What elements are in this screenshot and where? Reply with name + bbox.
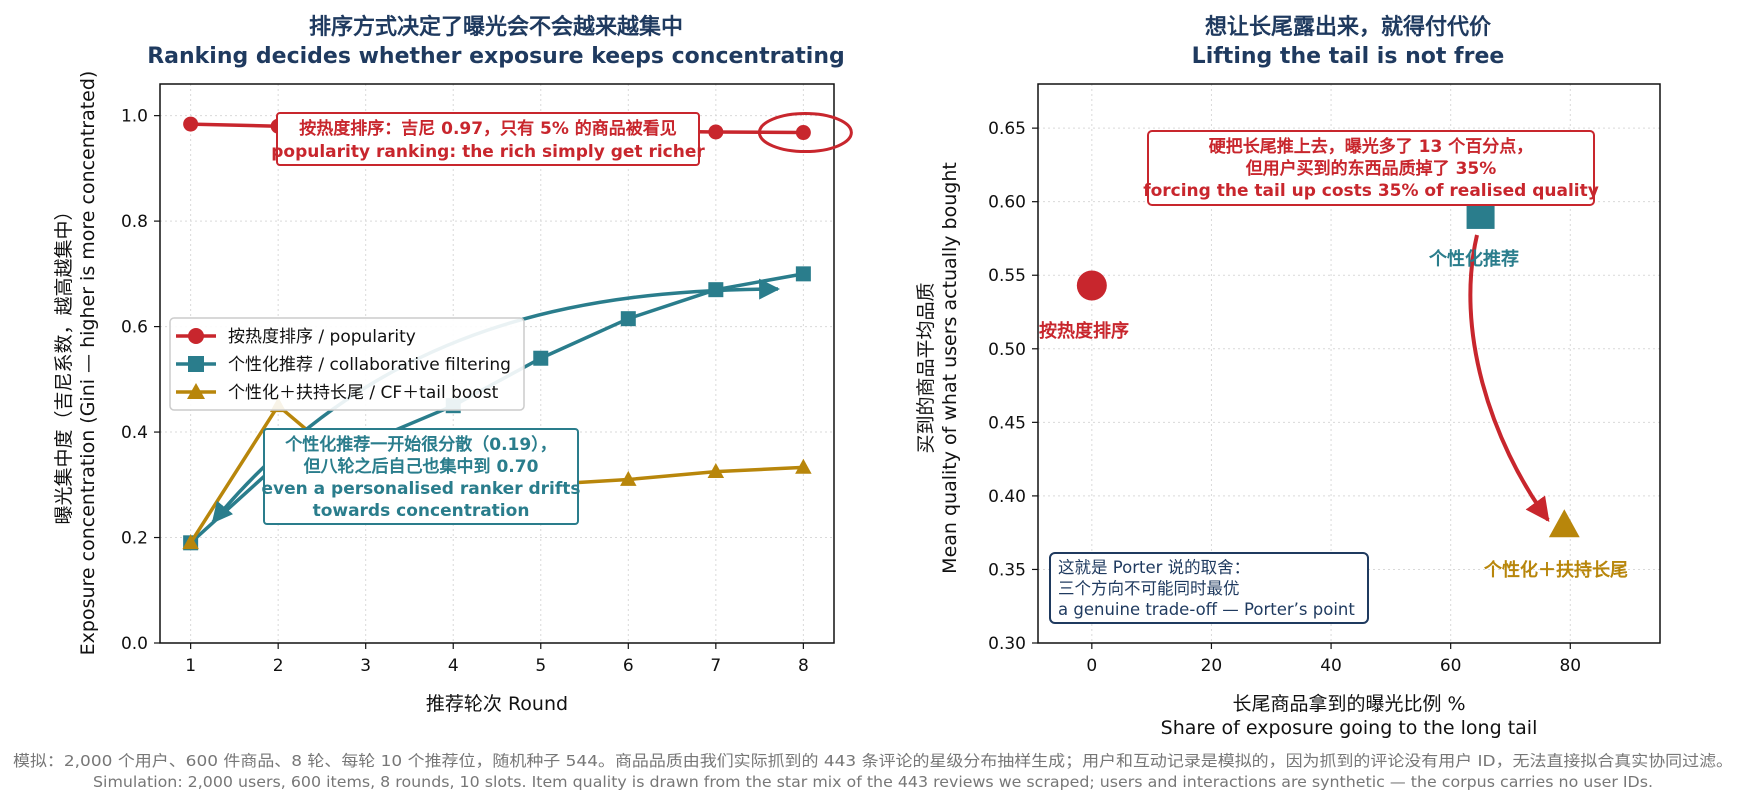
left-y-axis-label-en: Exposure concentration (Gini — higher is…: [77, 71, 99, 656]
left-y-axis-label-zh: 曝光集中度（吉尼系数，越高越集中）: [53, 201, 75, 524]
point-label-popularity: 按热度排序: [1039, 320, 1129, 342]
cf-annotation-line-2: 但八轮之后自己也集中到 0.70: [304, 456, 539, 477]
y-tick-label: 0.40: [988, 487, 1026, 507]
tradeoff-arrow: [1468, 234, 1550, 522]
y-tick-label: 0.30: [988, 634, 1026, 654]
tradeoff-annotation: 硬把长尾推上去，曝光多了 13 个百分点， 但用户买到的东西品质掉了 35% f…: [1143, 130, 1599, 206]
x-tick-label: 7: [710, 656, 721, 676]
cf-annotation-line-3: even a personalised ranker drifts: [261, 479, 580, 499]
x-tick-label: 5: [535, 656, 546, 676]
right-y-axis-label-zh: 买到的商品平均品质: [915, 282, 937, 453]
x-tick-label: 60: [1440, 656, 1462, 676]
y-tick-label: 0.45: [988, 413, 1026, 433]
x-tick-label: 2: [273, 656, 284, 676]
y-tick-label: 0.6: [121, 318, 148, 338]
x-tick-label: 40: [1320, 656, 1342, 676]
point-popularity: [795, 125, 811, 141]
cf-annotation: 个性化推荐一开始很分散（0.19）， 但八轮之后自己也集中到 0.70 even…: [261, 428, 581, 525]
x-tick-label: 80: [1559, 656, 1581, 676]
tradeoff-annotation-line-2: 但用户买到的东西品质掉了 35%: [1246, 158, 1497, 179]
x-tick-label: 1: [185, 656, 196, 676]
footer-note-en: Simulation: 2,000 users, 600 items, 8 ro…: [93, 773, 1653, 791]
y-tick-label: 0.2: [121, 529, 148, 549]
porter-note-line-1: 这就是 Porter 说的取舍：: [1058, 558, 1250, 577]
point-boost: [182, 534, 199, 550]
point-label-cf: 个性化推荐: [1428, 248, 1519, 270]
porter-note-line-3: a genuine trade-off — Porter’s point: [1058, 600, 1355, 619]
y-tick-label: 0.55: [988, 266, 1026, 286]
x-tick-label: 3: [360, 656, 371, 676]
y-tick-label: 0.4: [121, 423, 148, 443]
legend-item-popularity: 按热度排序 / popularity: [176, 327, 416, 347]
legend-label-popularity: 按热度排序 / popularity: [228, 327, 416, 347]
legend-triangle-marker: [187, 383, 205, 399]
x-tick-label: 0: [1086, 656, 1097, 676]
legend-label-boost: 个性化＋扶持长尾 / CF＋tail boost: [228, 383, 499, 403]
y-tick-label: 0.0: [121, 634, 148, 654]
point-cf: [533, 350, 549, 366]
point-label-boost: 个性化＋扶持长尾: [1483, 559, 1628, 581]
left-ticks: 1 2 3 4 5 6 7 8 0.0 0.2 0.4 0.6 0.8 1.0: [121, 107, 809, 676]
y-tick-label: 0.50: [988, 340, 1026, 360]
right-x-axis-label-zh: 长尾商品拿到的曝光比例 %: [1232, 692, 1465, 715]
right-plot-frame: [1037, 83, 1661, 644]
scatter-point-popularity: [1076, 270, 1107, 301]
y-tick-label: 0.8: [121, 212, 148, 232]
footer-note-zh: 模拟：2,000 个用户、600 件商品、8 轮、每轮 10 个推荐位，随机种子…: [13, 752, 1733, 770]
popularity-annotation: 按热度排序：吉尼 0.97，只有 5% 的商品被看见 popularity ra…: [271, 112, 705, 166]
left-chart: 排序方式决定了曝光会不会越来越集中 Ranking decides whethe…: [53, 14, 853, 715]
left-title-zh: 排序方式决定了曝光会不会越来越集中: [309, 14, 683, 40]
right-ticks: 0 20 40 60 80 0.30 0.35 0.40 0.45 0.50 0.55 0.60 0.6…: [988, 119, 1581, 676]
point-cf: [795, 266, 811, 282]
point-popularity: [183, 116, 199, 132]
popularity-annotation-line-1: 按热度排序：吉尼 0.97，只有 5% 的商品被看见: [299, 118, 677, 139]
tradeoff-annotation-line-1: 硬把长尾推上去，曝光多了 13 个百分点，: [1209, 136, 1534, 157]
legend-label-cf: 个性化推荐 / collaborative filtering: [228, 355, 511, 375]
right-chart: 想让长尾露出来，就得付代价 Lifting the tail is not fr…: [915, 14, 1661, 739]
x-tick-label: 4: [448, 656, 459, 676]
y-tick-label: 0.65: [988, 119, 1026, 139]
left-plot-frame: [159, 83, 835, 644]
popularity-annotation-line-2: popularity ranking: the rich simply get …: [271, 142, 705, 162]
x-tick-label: 6: [623, 656, 634, 676]
point-boost: [795, 458, 812, 474]
right-title-zh: 想让长尾露出来，就得付代价: [1205, 14, 1492, 40]
x-tick-label: 20: [1201, 656, 1223, 676]
left-legend: 按热度排序 / popularity 个性化推荐 / collaborative…: [169, 317, 525, 411]
scatter-point-boost: [1548, 509, 1580, 538]
legend-item-boost: 个性化＋扶持长尾 / CF＋tail boost: [176, 383, 499, 403]
popularity-highlight-ellipse: [757, 112, 853, 154]
porter-note: 这就是 Porter 说的取舍： 三个方向不可能同时最优 a genuine t…: [1049, 552, 1369, 624]
porter-note-line-2: 三个方向不可能同时最优: [1058, 579, 1240, 598]
cf-annotation-line-4: towards concentration: [313, 501, 530, 521]
y-tick-label: 1.0: [121, 107, 148, 127]
x-tick-label: 8: [798, 656, 809, 676]
y-tick-label: 0.60: [988, 193, 1026, 213]
point-popularity: [708, 124, 724, 140]
point-cf: [620, 311, 636, 327]
legend-square-marker: [188, 356, 204, 372]
cf-annotation-line-1: 个性化推荐一开始很分散（0.19），: [284, 434, 556, 455]
right-x-axis-label-en: Share of exposure going to the long tail: [1161, 717, 1538, 739]
left-title-en: Ranking decides whether exposure keeps c…: [147, 44, 845, 69]
right-y-axis-label-en: Mean quality of what users actually boug…: [939, 162, 961, 574]
legend-frame: [169, 317, 525, 411]
legend-item-cf: 个性化推荐 / collaborative filtering: [176, 355, 511, 375]
tradeoff-annotation-line-3: forcing the tail up costs 35% of realise…: [1143, 181, 1599, 201]
legend-circle-marker: [188, 328, 204, 344]
right-title-en: Lifting the tail is not free: [1192, 44, 1505, 69]
y-tick-label: 0.35: [988, 560, 1026, 580]
left-x-axis-label: 推荐轮次 Round: [426, 693, 568, 715]
